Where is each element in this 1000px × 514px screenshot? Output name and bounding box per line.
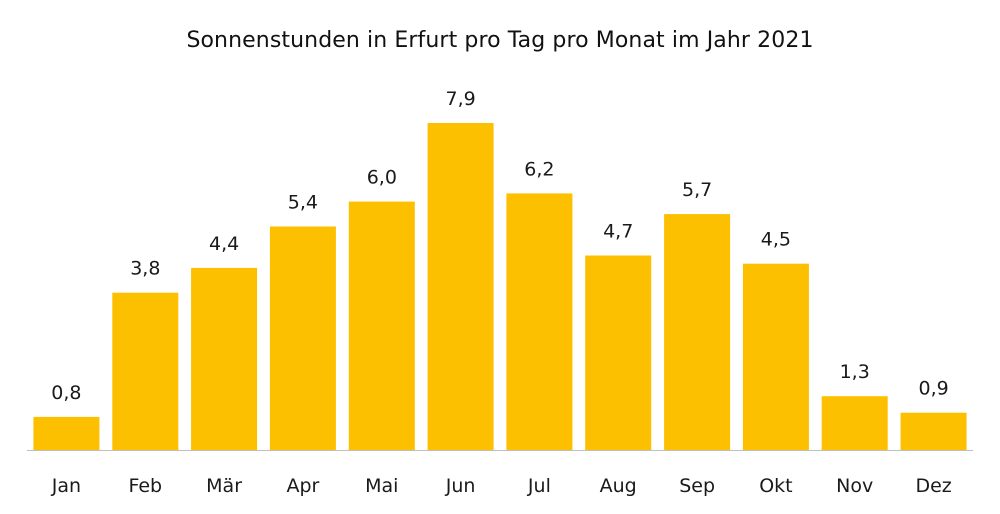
x-tick-label-0: Jan (51, 475, 81, 497)
x-tick-label-7: Aug (600, 475, 637, 497)
bar-1 (112, 292, 179, 450)
bar-9 (742, 263, 809, 450)
x-tick-labels-group: Jan Feb Mär Apr Mai Jun Jul Aug Sep Okt Nov Dez (51, 475, 952, 497)
value-label-1: 3,8 (130, 258, 160, 280)
bar-0 (33, 416, 100, 450)
value-label-11: 0,9 (918, 378, 948, 400)
bar-10 (821, 396, 888, 450)
x-tick-label-11: Dez (915, 475, 951, 497)
x-tick-label-2: Mär (206, 475, 242, 497)
bar-4 (348, 201, 415, 450)
value-label-5: 7,9 (445, 88, 475, 110)
value-label-0: 0,8 (51, 382, 81, 404)
value-label-8: 5,7 (682, 179, 712, 201)
x-tick-label-6: Jul (527, 475, 551, 497)
bar-5 (427, 123, 494, 450)
x-tick-label-9: Okt (759, 475, 792, 497)
value-label-9: 4,5 (761, 229, 791, 251)
bars-group (33, 123, 967, 450)
value-label-10: 1,3 (840, 361, 870, 383)
x-tick-label-4: Mai (365, 475, 398, 497)
bar-11 (900, 412, 967, 450)
bar-2 (191, 267, 258, 450)
chart-title: Sonnenstunden in Erfurt pro Tag pro Mona… (186, 28, 814, 53)
value-label-6: 6,2 (524, 158, 554, 180)
value-label-4: 6,0 (367, 167, 397, 189)
x-tick-label-3: Apr (286, 475, 319, 497)
x-tick-label-8: Sep (679, 475, 715, 497)
bar-3 (269, 226, 336, 450)
x-tick-label-5: Jun (445, 475, 476, 497)
value-labels-group: 0,8 3,8 4,4 5,4 6,0 7,9 6,2 4,7 5,7 4,5 1,3 0,9 (51, 88, 948, 404)
value-label-7: 4,7 (603, 221, 633, 243)
x-tick-label-10: Nov (836, 475, 873, 497)
bar-8 (664, 214, 731, 450)
bar-7 (585, 255, 652, 450)
x-tick-label-1: Feb (128, 475, 162, 497)
value-label-3: 5,4 (288, 192, 318, 214)
bar-6 (506, 193, 573, 450)
value-label-2: 4,4 (209, 233, 239, 255)
